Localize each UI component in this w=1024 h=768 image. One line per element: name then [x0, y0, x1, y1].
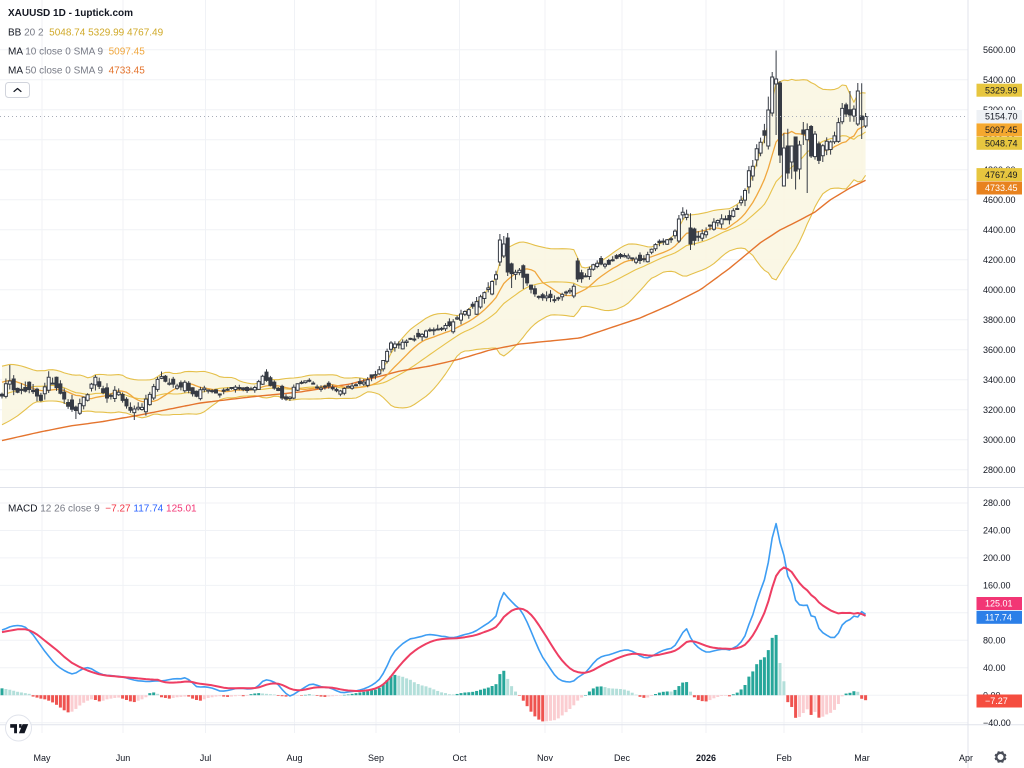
svg-text:Jul: Jul — [200, 753, 212, 763]
svg-text:3800.00: 3800.00 — [983, 315, 1016, 325]
svg-text:5400.00: 5400.00 — [983, 75, 1016, 85]
svg-text:−7.27: −7.27 — [985, 696, 1008, 706]
svg-text:40.00: 40.00 — [983, 663, 1006, 673]
svg-text:5097.45: 5097.45 — [985, 125, 1018, 135]
svg-text:4767.49: 4767.49 — [985, 170, 1018, 180]
svg-text:BB 20 2 5048.74 5329.99 4767.: BB 20 2 5048.74 5329.99 4767.49 — [8, 28, 164, 39]
svg-text:MA 50 close 0 SMA 9 4733.45: MA 50 close 0 SMA 9 4733.45 — [8, 66, 145, 77]
svg-text:MACD 12 26 close 9 −7.27 117.: MACD 12 26 close 9 −7.27 117.74 125.01 — [8, 504, 197, 515]
svg-text:4733.45: 4733.45 — [985, 183, 1018, 193]
svg-text:160.00: 160.00 — [983, 581, 1011, 591]
svg-text:Feb: Feb — [776, 753, 792, 763]
svg-text:Mar: Mar — [854, 753, 870, 763]
svg-text:MA 10 close 0 SMA 9 5097.45: MA 10 close 0 SMA 9 5097.45 — [8, 47, 145, 58]
svg-text:2800.00: 2800.00 — [983, 465, 1016, 475]
svg-text:117.74: 117.74 — [985, 613, 1012, 623]
svg-text:5200.00: 5200.00 — [983, 105, 1016, 115]
svg-text:5154.70: 5154.70 — [985, 112, 1018, 122]
svg-text:2026: 2026 — [696, 753, 716, 763]
svg-text:XAUUSD 1D - 1uptick.com: XAUUSD 1D - 1uptick.com — [8, 8, 133, 19]
svg-text:Apr: Apr — [959, 753, 973, 763]
svg-text:Aug: Aug — [286, 753, 302, 763]
svg-text:5329.99: 5329.99 — [985, 85, 1018, 95]
svg-text:Jun: Jun — [116, 753, 131, 763]
svg-text:125.01: 125.01 — [985, 599, 1013, 609]
svg-text:240.00: 240.00 — [983, 526, 1011, 536]
svg-text:3400.00: 3400.00 — [983, 375, 1016, 385]
svg-text:5048.74: 5048.74 — [985, 139, 1018, 149]
svg-text:May: May — [33, 753, 51, 763]
svg-text:280.00: 280.00 — [983, 498, 1011, 508]
svg-text:4400.00: 4400.00 — [983, 225, 1016, 235]
svg-text:4000.00: 4000.00 — [983, 285, 1016, 295]
svg-text:−40.00: −40.00 — [983, 718, 1011, 728]
svg-text:4200.00: 4200.00 — [983, 255, 1016, 265]
svg-text:Oct: Oct — [452, 753, 467, 763]
svg-text:Sep: Sep — [368, 753, 384, 763]
svg-text:5600.00: 5600.00 — [983, 45, 1016, 55]
svg-text:200.00: 200.00 — [983, 553, 1011, 563]
svg-text:Dec: Dec — [614, 753, 631, 763]
svg-text:3600.00: 3600.00 — [983, 345, 1016, 355]
svg-text:4600.00: 4600.00 — [983, 195, 1016, 205]
svg-text:Nov: Nov — [537, 753, 554, 763]
svg-text:3000.00: 3000.00 — [983, 435, 1016, 445]
svg-text:80.00: 80.00 — [983, 636, 1006, 646]
svg-text:3200.00: 3200.00 — [983, 405, 1016, 415]
